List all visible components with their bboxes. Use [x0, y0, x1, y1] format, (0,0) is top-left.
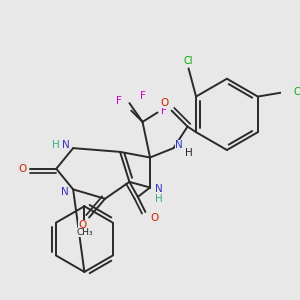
Text: O: O: [160, 98, 169, 108]
Text: H: H: [155, 194, 163, 204]
Text: F: F: [161, 106, 167, 116]
Text: H: H: [52, 140, 60, 150]
Text: O: O: [18, 164, 26, 174]
Text: CH₃: CH₃: [76, 228, 93, 237]
Text: N: N: [61, 140, 69, 150]
Text: F: F: [140, 91, 146, 100]
Text: Cl: Cl: [293, 87, 300, 97]
Text: N: N: [61, 187, 68, 197]
Text: H: H: [185, 148, 193, 158]
Text: O: O: [150, 212, 158, 223]
Text: F: F: [116, 96, 122, 106]
Text: N: N: [175, 140, 183, 150]
Text: N: N: [155, 184, 163, 194]
Text: Cl: Cl: [184, 56, 193, 66]
Text: O: O: [78, 220, 86, 230]
